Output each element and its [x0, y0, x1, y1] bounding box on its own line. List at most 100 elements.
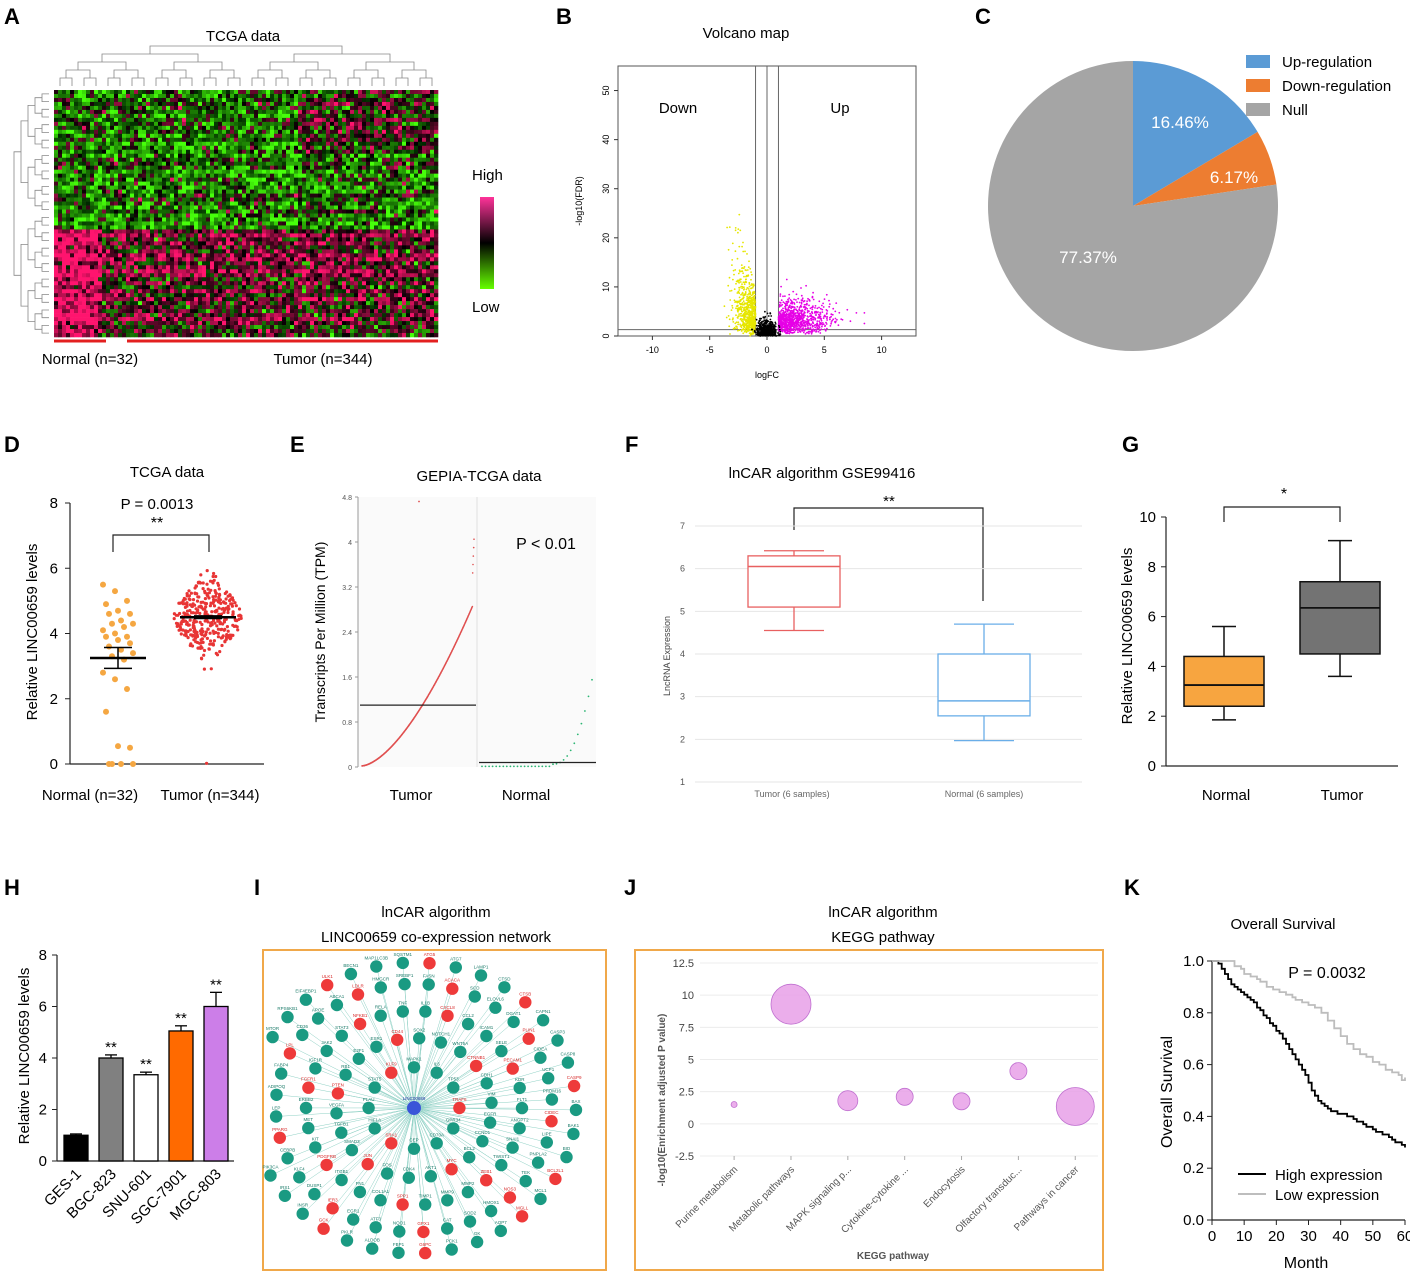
heatmap-cell	[286, 90, 291, 95]
heatmap-cell	[390, 109, 395, 115]
heatmap-cell	[386, 93, 391, 99]
heatmap-cell	[90, 109, 95, 115]
heatmap-cell	[222, 113, 227, 119]
heatmap-cell	[82, 165, 87, 170]
heatmap-cell	[238, 117, 243, 123]
heatmap-cell	[118, 217, 123, 222]
heatmap-cell	[330, 213, 335, 218]
heatmap-cell	[106, 93, 111, 99]
heatmap-cell	[326, 233, 331, 238]
heatmap-cell	[258, 225, 263, 230]
heatmap-cell	[370, 173, 375, 178]
heatmap-cell	[194, 189, 199, 194]
heatmap-cell	[338, 189, 343, 194]
heatmap-cell	[322, 273, 327, 278]
dendrogram-branch	[41, 309, 49, 319]
heatmap-cell	[254, 149, 259, 155]
heatmap-cell	[382, 153, 387, 159]
heatmap-cell	[250, 129, 255, 135]
heatmap-cell	[266, 233, 271, 238]
heatmap-cell	[422, 257, 427, 262]
heatmap-cell	[66, 229, 71, 234]
heatmap-cell	[138, 165, 143, 170]
heatmap-cell	[82, 105, 87, 111]
heatmap-cell	[246, 129, 251, 135]
heatmap-cell	[250, 153, 255, 159]
heatmap-cell	[370, 281, 375, 286]
heatmap-cell	[166, 93, 171, 99]
heatmap-cell	[202, 193, 207, 198]
heatmap-cell	[238, 197, 243, 202]
heatmap-cell	[338, 237, 343, 242]
heatmap-cell	[178, 117, 183, 123]
heatmap-cell	[66, 213, 71, 218]
heatmap-cell	[210, 125, 215, 131]
heatmap-cell	[326, 90, 331, 95]
heatmap-cell	[206, 205, 211, 210]
heatmap-cell	[110, 225, 115, 230]
heatmap-cell	[98, 201, 103, 206]
heatmap-cell	[66, 169, 71, 174]
heatmap-cell	[102, 169, 107, 174]
heatmap-cell	[366, 193, 371, 198]
heatmap-cell	[150, 193, 155, 198]
heatmap-cell	[374, 229, 379, 234]
heatmap-cell	[102, 173, 107, 178]
heatmap-cell	[110, 129, 115, 135]
heatmap-cell	[426, 217, 431, 222]
heatmap-cell	[290, 181, 295, 186]
heatmap-cell	[178, 169, 183, 174]
heatmap-cell	[318, 189, 323, 194]
heatmap-cell	[78, 213, 83, 218]
heatmap-cell	[130, 161, 135, 166]
heatmap-cell	[370, 225, 375, 230]
heatmap-cell	[62, 225, 67, 230]
heatmap-cell	[362, 90, 367, 95]
heatmap-cell	[190, 145, 195, 151]
heatmap-cell	[350, 125, 355, 131]
heatmap-cell	[226, 189, 231, 194]
heatmap-cell	[66, 253, 71, 258]
heatmap-cell	[378, 257, 383, 262]
heatmap-cell	[378, 229, 383, 234]
heatmap-cell	[110, 281, 115, 286]
heatmap-cell	[374, 133, 379, 139]
heatmap-cell	[238, 209, 243, 214]
heatmap-cell	[70, 105, 75, 111]
heatmap-cell	[334, 261, 339, 266]
heatmap-cell	[90, 161, 95, 166]
heatmap-cell	[362, 137, 367, 143]
heatmap-cell	[302, 221, 307, 226]
heatmap-cell	[378, 93, 383, 99]
heatmap-cell	[222, 181, 227, 186]
heatmap-cell	[274, 93, 279, 99]
dendrogram-branch	[227, 77, 241, 86]
heatmap-cell	[394, 165, 399, 170]
heatmap-cell	[330, 161, 335, 166]
heatmap-cell	[318, 233, 323, 238]
heatmap-cell	[358, 117, 363, 123]
heatmap-cell	[214, 269, 219, 274]
heatmap-cell	[370, 261, 375, 266]
heatmap-cell	[422, 125, 427, 131]
heatmap-cell	[90, 289, 95, 294]
heatmap-cell	[190, 117, 195, 123]
heatmap-cell	[402, 281, 407, 286]
heatmap-cell	[230, 201, 235, 206]
heatmap-cell	[250, 265, 255, 270]
heatmap-cell	[98, 189, 103, 194]
heatmap-cell	[122, 145, 127, 151]
heatmap-cell	[358, 225, 363, 230]
heatmap-cell	[110, 185, 115, 190]
heatmap-cell	[194, 209, 199, 214]
heatmap-cell	[238, 121, 243, 127]
heatmap-cell	[342, 117, 347, 123]
heatmap-cell	[418, 205, 423, 210]
heatmap-cell	[182, 289, 187, 294]
heatmap-cell	[426, 193, 431, 198]
dendrogram-branch	[34, 97, 42, 114]
heatmap-cell	[370, 141, 375, 147]
heatmap-cell	[322, 241, 327, 246]
heatmap-cell	[126, 133, 131, 139]
heatmap-cell	[298, 237, 303, 242]
